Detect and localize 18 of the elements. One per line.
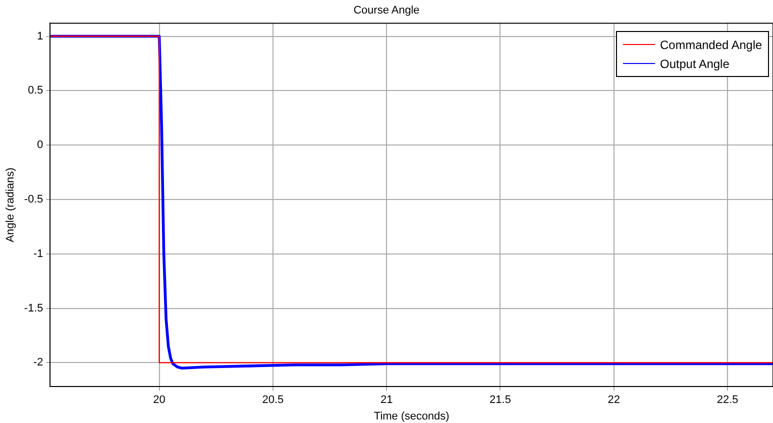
legend-label: Output Angle <box>660 56 730 71</box>
x-tick-label: 20.5 <box>262 394 284 406</box>
y-tick-label: -1 <box>33 248 44 260</box>
y-tick-label: -0.5 <box>24 193 44 206</box>
y-axis-title: Angle (radians) <box>4 168 17 242</box>
x-tick-label: 22 <box>608 394 620 406</box>
x-axis-title: Time (seconds) <box>374 410 450 422</box>
x-tick-label: 21 <box>380 394 393 406</box>
x-tick-label: 21.5 <box>490 394 511 406</box>
chart-title: Course Angle <box>353 4 420 17</box>
x-tick-label: 22.5 <box>716 394 738 406</box>
y-tick-label: -2 <box>33 356 44 369</box>
y-tick-label: -1.5 <box>24 302 44 314</box>
y-tick-label: 0.5 <box>28 84 44 97</box>
y-tick-label: 0 <box>37 139 44 152</box>
y-tick-label: 1 <box>37 30 44 42</box>
legend-label: Commanded Angle <box>660 38 762 52</box>
x-tick-label: 20 <box>153 394 166 406</box>
